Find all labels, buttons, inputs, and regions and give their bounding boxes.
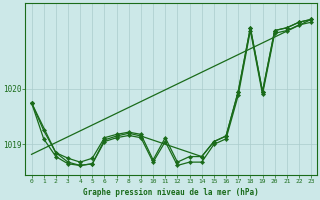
- X-axis label: Graphe pression niveau de la mer (hPa): Graphe pression niveau de la mer (hPa): [84, 188, 259, 197]
